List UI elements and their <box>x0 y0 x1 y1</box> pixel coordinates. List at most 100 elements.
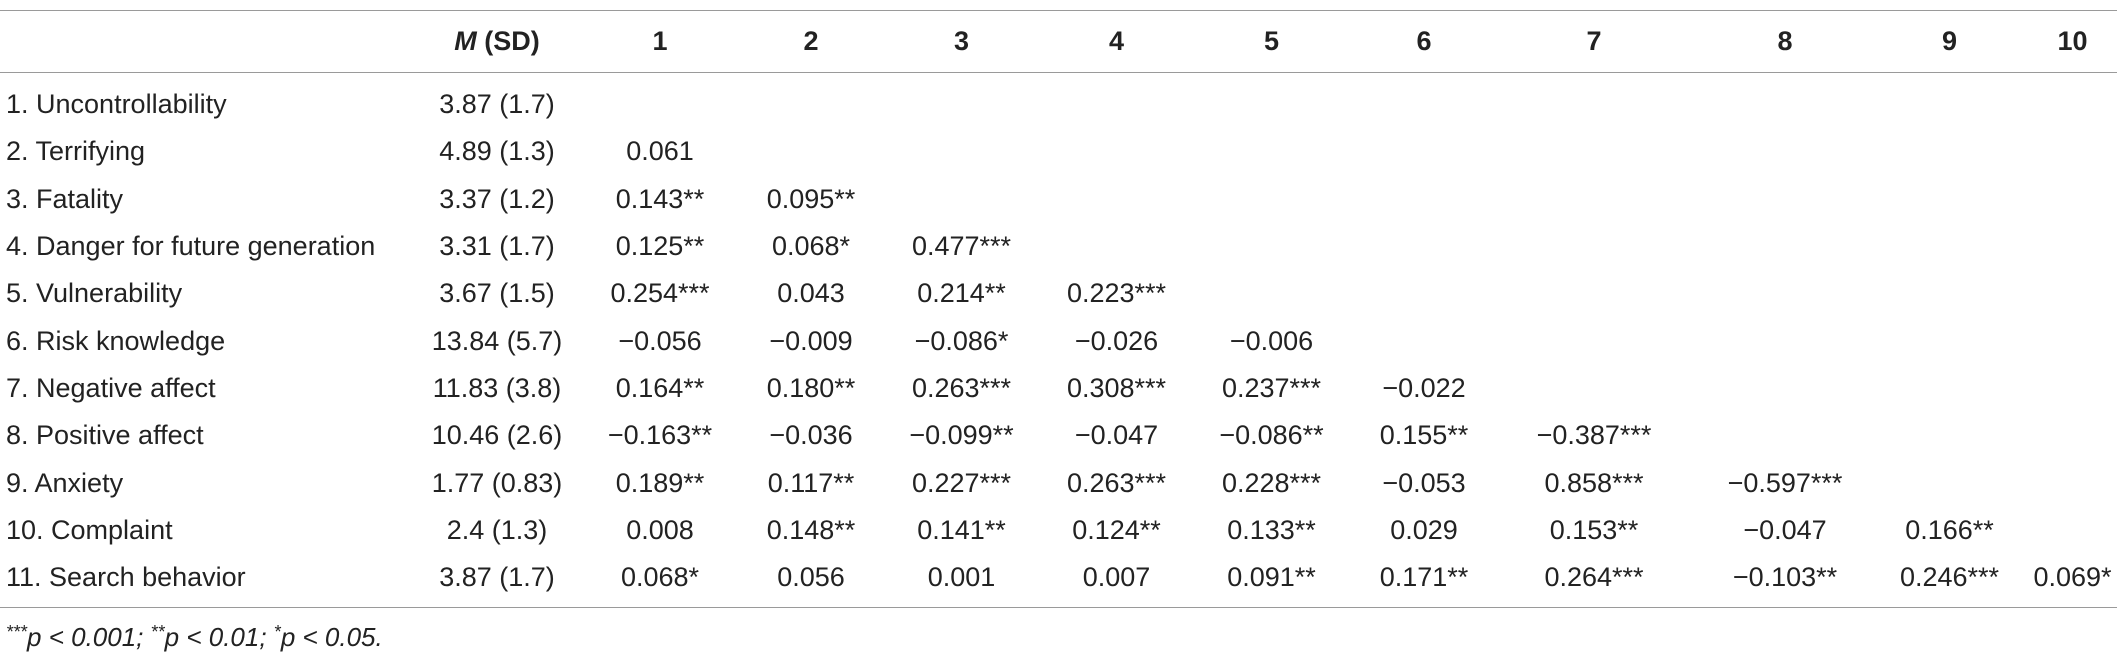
correlation-cell <box>1039 176 1194 223</box>
correlation-cell: 0.148** <box>766 514 856 545</box>
header-row: M (SD) 1 2 3 4 5 6 7 8 9 10 <box>0 10 2117 73</box>
correlation-cell <box>2018 317 2117 364</box>
correlation-cell <box>1194 223 1349 270</box>
correlation-cell: 0.124** <box>1072 514 1161 545</box>
correlation-cell: −0.022 <box>1382 372 1466 403</box>
correlation-cell: 0.237*** <box>1221 372 1322 403</box>
correlation-cell: 0.029 <box>1390 514 1458 545</box>
significance-footnote: ***p < 0.001; **p < 0.01; *p < 0.05. <box>6 622 383 653</box>
correlation-cell <box>1881 176 2018 223</box>
footnote-text-1: p < 0.001; <box>27 622 151 652</box>
correlation-cell <box>1349 223 1499 270</box>
correlation-cell <box>1349 176 1499 223</box>
correlation-cell: 0.133** <box>1227 514 1316 545</box>
table-row: 9. Anxiety 1.77 (0.83) 0.189** 0.117** 0.227… <box>0 459 2117 506</box>
column-header-5: 5 <box>1194 10 1349 73</box>
correlation-cell: 0.223*** <box>1066 278 1167 309</box>
correlation-cell: 0.166** <box>1905 514 1994 545</box>
mean-sd-cell: 11.83 (3.8) <box>432 372 562 403</box>
table-row: 6. Risk knowledge 13.84 (5.7) −0.056 −0.009… <box>0 317 2117 364</box>
mean-sd-cell: 3.87 (1.7) <box>412 553 582 609</box>
mean-sd-cell: 3.37 (1.2) <box>439 183 555 214</box>
sd-label: (SD) <box>476 26 540 56</box>
footnote-stars-3: * <box>273 622 281 642</box>
correlation-cell: −0.047 <box>1743 514 1827 545</box>
correlation-cell <box>1499 365 1689 412</box>
correlation-cell <box>2018 270 2117 317</box>
correlation-cell: 0.008 <box>626 514 694 545</box>
correlation-cell: 0.117** <box>767 467 855 498</box>
mean-symbol: M <box>454 26 477 56</box>
column-header-7: 7 <box>1499 10 1689 73</box>
correlation-cell <box>1039 128 1194 175</box>
correlation-cell: −0.086* <box>914 325 1009 356</box>
correlation-cell <box>1689 365 1881 412</box>
mean-sd-cell: 13.84 (5.7) <box>431 325 563 356</box>
correlation-cell: 0.254*** <box>610 278 710 309</box>
correlation-cell <box>1689 73 1881 129</box>
correlation-cell: 0.180** <box>766 372 856 403</box>
column-header-4: 4 <box>1039 10 1194 73</box>
correlation-cell: 0.043 <box>777 278 845 309</box>
correlation-cell: 0.141** <box>917 514 1006 545</box>
correlation-cell: 0.477*** <box>911 231 1012 262</box>
correlation-cell <box>738 128 884 175</box>
row-variable-label: 10. Complaint <box>6 514 173 545</box>
correlation-cell: 0.246*** <box>1881 553 2018 609</box>
correlation-cell <box>1499 128 1689 175</box>
correlation-cell <box>2018 128 2117 175</box>
correlation-cell <box>1689 412 1881 459</box>
correlation-cell: 0.228*** <box>1221 467 1322 498</box>
column-header-3: 3 <box>884 10 1039 73</box>
correlation-cell <box>1349 270 1499 317</box>
row-variable-label: 9. Anxiety <box>6 467 124 498</box>
table-row: 4. Danger for future generation 3.31 (1.7… <box>0 223 2117 270</box>
row-variable-label: 6. Risk knowledge <box>6 325 226 356</box>
correlation-cell <box>1499 270 1689 317</box>
correlation-cell <box>1194 176 1349 223</box>
correlation-cell: −0.086** <box>1219 420 1324 451</box>
correlation-cell <box>1194 128 1349 175</box>
correlation-cell: −0.006 <box>1229 325 1314 356</box>
column-header-1: 1 <box>582 10 738 73</box>
correlation-cell <box>2018 176 2117 223</box>
footnote-text-3: p < 0.05. <box>280 622 383 652</box>
table-row: 7. Negative affect 11.83 (3.8) 0.164** 0.18… <box>0 365 2117 412</box>
mean-sd-cell: 10.46 (2.6) <box>431 420 563 451</box>
correlation-cell: −0.056 <box>618 325 702 356</box>
column-header-8: 8 <box>1689 10 1881 73</box>
table-body: 1. Uncontrollability 3.87 (1.7) 2. Terrify… <box>0 73 2117 609</box>
correlation-cell <box>1499 223 1689 270</box>
correlation-cell <box>582 73 738 129</box>
mean-sd-cell: 1.77 (0.83) <box>431 467 563 498</box>
mean-sd-cell: 3.31 (1.7) <box>439 231 555 262</box>
correlation-cell <box>1881 223 2018 270</box>
correlation-cell <box>2018 73 2117 129</box>
correlation-cell: 0.069* <box>2018 553 2117 609</box>
correlation-cell: 0.227*** <box>911 467 1012 498</box>
correlation-cell <box>1349 73 1499 129</box>
correlation-cell: 0.264*** <box>1499 553 1689 609</box>
correlation-cell <box>1881 128 2018 175</box>
correlation-cell <box>1881 270 2018 317</box>
correlation-cell: 0.263*** <box>1066 467 1167 498</box>
table-row: 3. Fatality 3.37 (1.2) 0.143** 0.095** <box>0 176 2117 223</box>
table-row: 10. Complaint 2.4 (1.3) 0.008 0.148** 0.141*… <box>0 507 2117 554</box>
correlation-cell <box>2018 507 2117 554</box>
column-header-9: 9 <box>1881 10 2018 73</box>
correlation-cell <box>1499 73 1689 129</box>
table-row: 1. Uncontrollability 3.87 (1.7) <box>0 73 2117 129</box>
correlation-cell: −0.047 <box>1074 420 1159 451</box>
correlation-cell: −0.026 <box>1074 325 1159 356</box>
row-variable-label: 7. Negative affect <box>6 372 216 403</box>
row-variable-label: 5. Vulnerability <box>6 278 183 309</box>
row-variable-label: 4. Danger for future generation <box>6 231 376 262</box>
row-variable-label: 11. Search behavior <box>0 553 412 609</box>
row-variable-label: 3. Fatality <box>6 183 124 214</box>
mean-sd-cell: 4.89 (1.3) <box>439 136 555 167</box>
correlation-cell: 0.068* <box>771 231 851 262</box>
footnote-stars-2: ** <box>150 622 165 642</box>
correlation-cell <box>1499 317 1689 364</box>
correlation-cell: 0.155** <box>1379 420 1469 451</box>
